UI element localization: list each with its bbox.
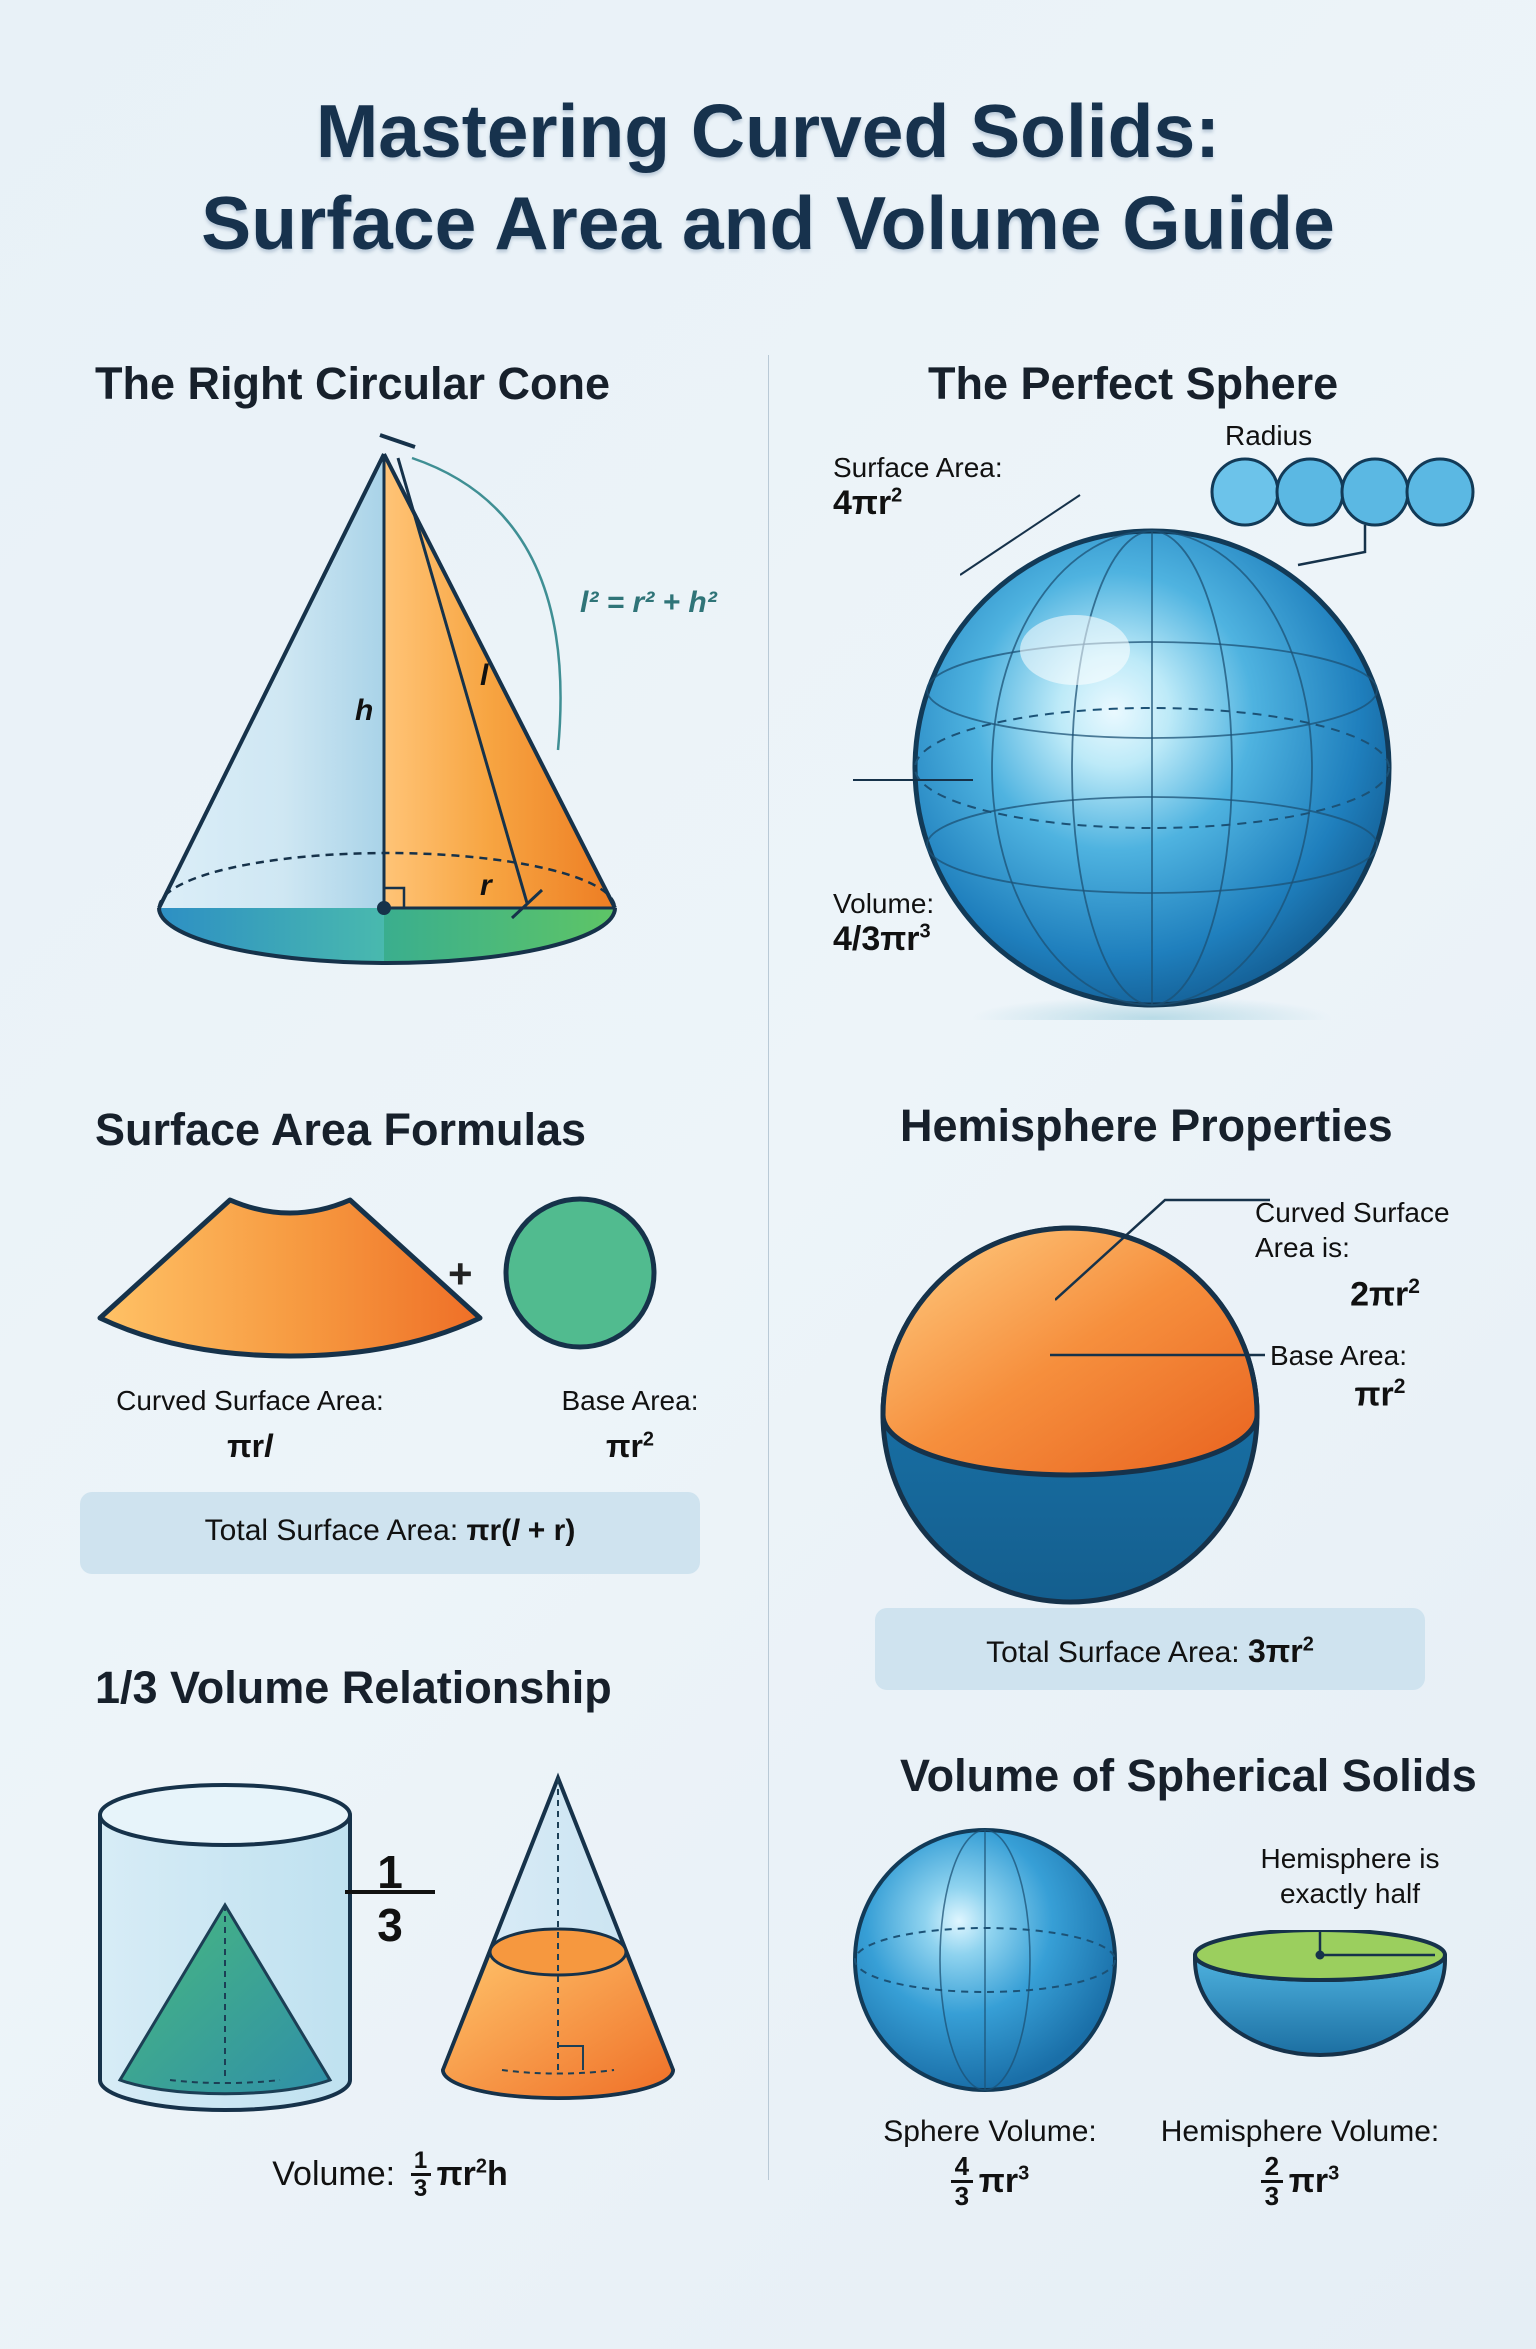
svg-text:h: h: [355, 694, 373, 727]
svg-text:l² = r² + h²: l² = r² + h²: [580, 586, 718, 619]
svg-text:l: l: [480, 659, 489, 692]
